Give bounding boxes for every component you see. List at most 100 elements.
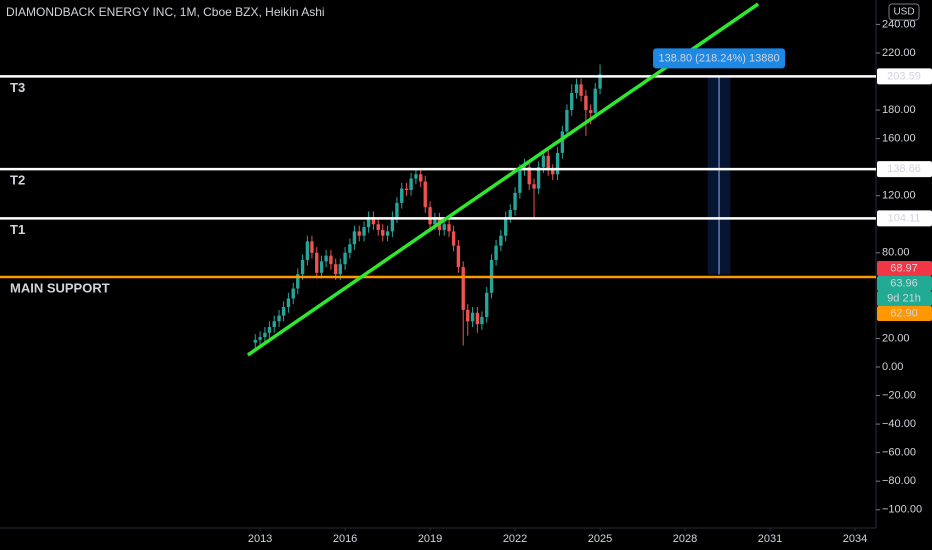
measure-label-box: [653, 48, 786, 69]
price-tag-label: 68.97: [890, 262, 918, 274]
level-tag: [877, 68, 932, 85]
level-tag-label: 104.11: [888, 212, 921, 224]
price-tag-label: 62.90: [890, 307, 918, 319]
price-tag: [877, 306, 932, 322]
candle-body: [381, 229, 385, 236]
candle-body: [334, 264, 338, 275]
candle-body: [433, 218, 437, 225]
candle-body: [348, 244, 352, 253]
candle-body: [362, 227, 366, 236]
y-tick-label: 0.00: [882, 361, 903, 373]
candle-body: [419, 174, 423, 182]
candle-body: [451, 231, 456, 246]
y-tick-label: 20.00: [882, 332, 910, 344]
candle-body: [315, 252, 319, 273]
candle-body: [414, 174, 418, 179]
y-tick-label: 160.00: [882, 133, 916, 145]
level-name: MAIN SUPPORT: [10, 280, 110, 295]
y-tick-label: −60.00: [882, 447, 916, 459]
candle-body: [461, 267, 465, 310]
candle-body: [598, 74, 602, 89]
y-tick-label: −20.00: [882, 389, 916, 401]
x-tick-label: 2028: [673, 533, 697, 545]
candle-body: [442, 224, 446, 230]
measure-label: 138.80 (218.24%) 13880: [658, 52, 779, 64]
candle-body: [291, 288, 295, 299]
candle-body: [494, 245, 498, 260]
candle-body: [560, 131, 565, 153]
y-tick-label: −80.00: [882, 475, 916, 487]
candle-body: [357, 231, 361, 236]
candle-body: [546, 155, 550, 171]
candle-body: [409, 178, 413, 190]
x-tick-label: 2025: [588, 533, 612, 545]
price-tag: [877, 276, 932, 292]
y-tick-label: −40.00: [882, 418, 916, 430]
candle-body: [305, 241, 310, 260]
price-tag-label: 9d 21h: [887, 292, 921, 304]
candle-body: [499, 235, 503, 246]
candle-body: [541, 155, 546, 168]
currency-box[interactable]: [888, 3, 920, 21]
candle-body: [593, 88, 597, 113]
x-tick-label: 2016: [333, 533, 357, 545]
candle-body: [281, 307, 286, 316]
candle-body: [518, 170, 522, 193]
level-tag-label: 138.66: [887, 163, 921, 175]
level-tag: [877, 210, 932, 227]
candle-body: [532, 184, 536, 189]
candle-body: [296, 274, 300, 289]
candle-body: [263, 332, 267, 338]
candle-body: [258, 337, 262, 340]
candle-body: [310, 241, 314, 253]
level-name: T1: [10, 222, 25, 237]
y-tick-label: 180.00: [882, 104, 916, 116]
candle-body: [447, 224, 451, 232]
candle-body: [371, 217, 376, 225]
level-name: T3: [10, 80, 25, 95]
x-tick-label: 2019: [418, 533, 442, 545]
level-tag: [877, 161, 932, 178]
candle-body: [470, 312, 475, 322]
candle-body: [390, 217, 395, 232]
candle-body: [508, 209, 512, 218]
x-tick-label: 2013: [248, 533, 272, 545]
x-tick-label: 2031: [758, 533, 782, 545]
candle-body: [579, 84, 583, 96]
level-tag-label: 203.59: [887, 70, 921, 82]
candle-body: [267, 327, 272, 333]
candle-body: [536, 167, 541, 189]
candle-body: [584, 95, 588, 111]
x-tick-label: 2022: [503, 533, 527, 545]
candle-body: [423, 181, 427, 208]
candle-body: [404, 188, 409, 190]
price-tag-label: 63.96: [890, 277, 918, 289]
x-tick-label: 2034: [843, 533, 867, 545]
candle-body: [385, 231, 390, 236]
candle-body: [570, 92, 574, 111]
candle-body: [466, 309, 470, 322]
candle-body: [513, 192, 517, 210]
y-tick-label: 240.00: [882, 18, 916, 30]
candle-body: [352, 231, 357, 245]
price-tag: [877, 291, 932, 307]
candle-body: [400, 188, 404, 203]
candle-body: [456, 245, 461, 268]
candle-body: [475, 312, 480, 325]
y-tick-label: 220.00: [882, 47, 916, 59]
candle-body: [555, 152, 560, 175]
candle-body: [428, 207, 432, 225]
candle-body: [366, 217, 371, 228]
candle-body: [480, 317, 484, 325]
chart-title: DIAMONDBACK ENERGY INC, 1M, Cboe BZX, He…: [6, 5, 325, 19]
candle-body: [329, 255, 333, 265]
currency[interactable]: USD: [893, 7, 914, 18]
candle-body: [574, 84, 579, 93]
candle-body: [324, 255, 328, 262]
candle-body: [272, 321, 276, 328]
candle-body: [527, 167, 531, 185]
level-name: T2: [10, 173, 25, 188]
y-tick-label: 120.00: [882, 190, 916, 202]
candle-body: [565, 110, 569, 132]
